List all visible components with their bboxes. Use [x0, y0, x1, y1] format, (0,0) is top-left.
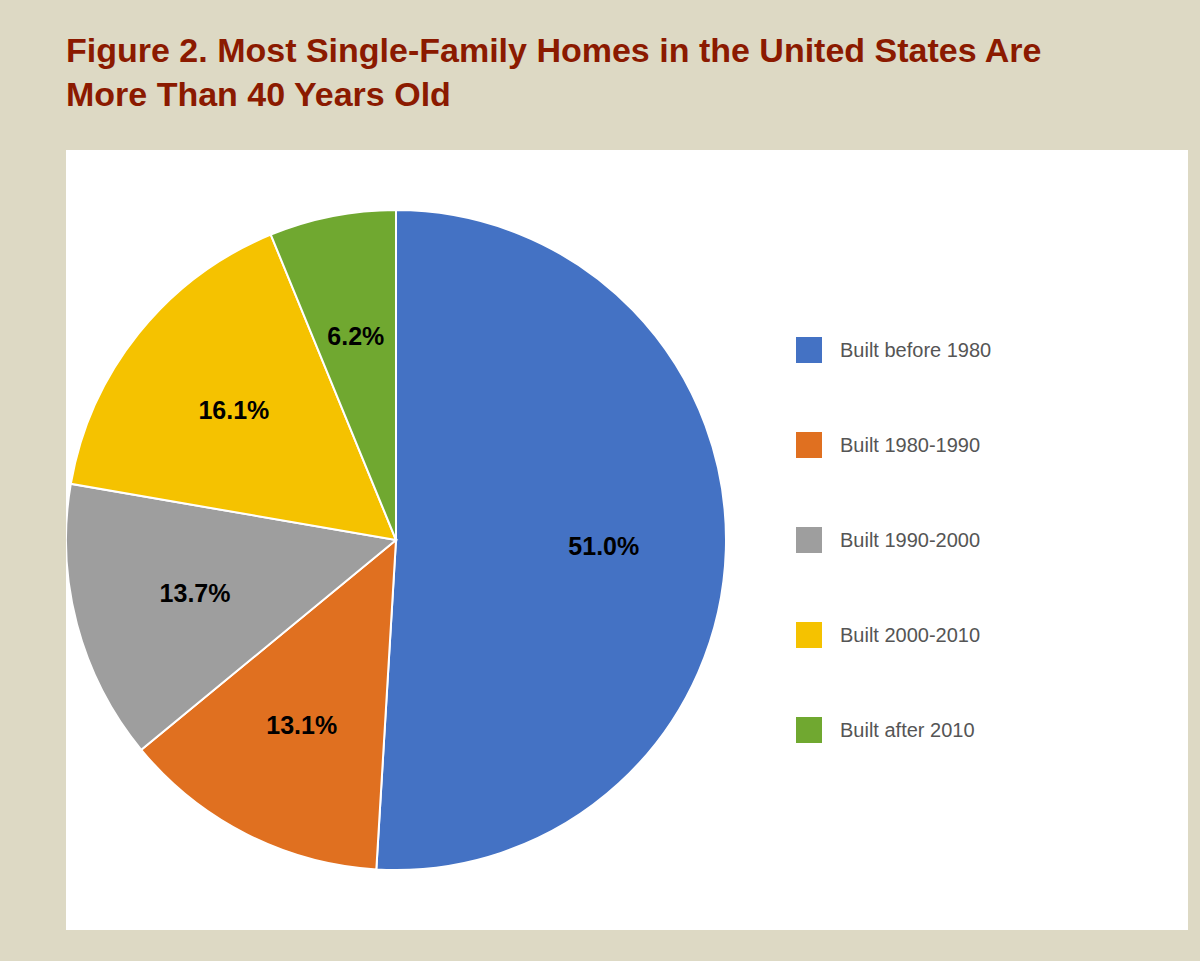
data-labels: 51.0% 13.1% 13.7% 16.1% 6.2%	[160, 322, 640, 739]
data-label: 13.7%	[160, 579, 231, 607]
legend-swatch	[796, 337, 822, 363]
data-label: 6.2%	[327, 322, 384, 350]
legend-label: Built 2000-2010	[840, 624, 980, 646]
data-label: 51.0%	[568, 532, 639, 560]
legend-swatch	[796, 527, 822, 553]
data-label: 16.1%	[198, 396, 269, 424]
legend-label: Built 1990-2000	[840, 529, 980, 551]
legend-swatch	[796, 432, 822, 458]
legend-swatch	[796, 717, 822, 743]
pie-slice	[376, 210, 726, 870]
pie-slice	[271, 210, 396, 540]
legend-label: Built after 2010	[840, 719, 975, 741]
legend-swatch	[796, 622, 822, 648]
chart-title: Figure 2. Most Single-Family Homes in th…	[66, 28, 1066, 116]
legend: Built before 1980 Built 1980-1990 Built 19…	[796, 337, 991, 743]
legend-label: Built 1980-1990	[840, 434, 980, 456]
slices	[66, 210, 726, 870]
chart-svg: 51.0% 13.1% 13.7% 16.1% 6.2% Built before 198…	[66, 150, 1188, 930]
legend-label: Built before 1980	[840, 339, 991, 361]
chart-area: 51.0% 13.1% 13.7% 16.1% 6.2% Built before 198…	[66, 150, 1188, 930]
data-label: 13.1%	[266, 711, 337, 739]
